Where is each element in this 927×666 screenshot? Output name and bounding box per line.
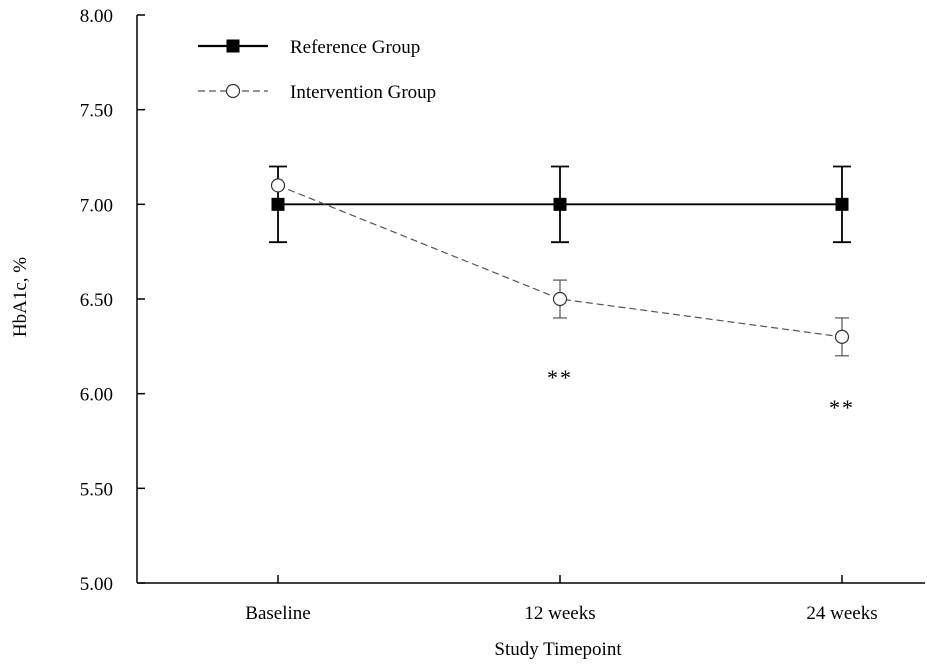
x-axis-ticks: Baseline 12 weeks 24 weeks — [245, 575, 878, 624]
y-tick-label: 8.00 — [80, 6, 113, 27]
x-axis-title: Study Timepoint — [494, 639, 622, 660]
annotations: ** ** — [547, 365, 855, 420]
series-intervention-group — [270, 178, 850, 357]
x-tick-label: 12 weeks — [524, 603, 595, 624]
x-tick-label: Baseline — [245, 603, 310, 624]
legend-label: Intervention Group — [290, 82, 436, 103]
data-point-square — [271, 197, 285, 211]
series-layer — [269, 165, 851, 357]
legend-marker-square — [226, 39, 240, 53]
y-axis-ticks: 5.00 5.50 6.00 6.50 7.00 7.50 8.00 — [80, 6, 145, 595]
legend-item-reference-group: Reference Group — [198, 37, 420, 58]
legend-item-intervention-group: Intervention Group — [198, 82, 436, 103]
legend-label: Reference Group — [290, 37, 420, 58]
y-tick-label: 7.00 — [80, 195, 113, 216]
y-tick-label: 5.50 — [80, 479, 113, 500]
data-point-circle — [270, 178, 286, 193]
series-reference-group — [269, 165, 851, 244]
significance-marker: ** — [829, 395, 855, 420]
data-point-square — [553, 197, 567, 211]
axes — [136, 15, 925, 584]
y-tick-label: 6.00 — [80, 385, 113, 406]
series-line — [277, 184, 843, 338]
legend-marker-circle — [225, 83, 241, 99]
data-point-circle — [552, 291, 568, 307]
data-point-square — [835, 197, 849, 211]
y-tick-label: 6.50 — [80, 290, 113, 311]
significance-marker: ** — [547, 365, 573, 390]
y-axis-title: HbA1c, % — [10, 257, 31, 337]
data-point-circle — [834, 329, 850, 344]
y-tick-label: 5.00 — [80, 574, 113, 595]
y-tick-label: 7.50 — [80, 101, 113, 122]
legend: Reference Group Intervention Group — [198, 37, 436, 103]
x-tick-label: 24 weeks — [806, 603, 877, 624]
